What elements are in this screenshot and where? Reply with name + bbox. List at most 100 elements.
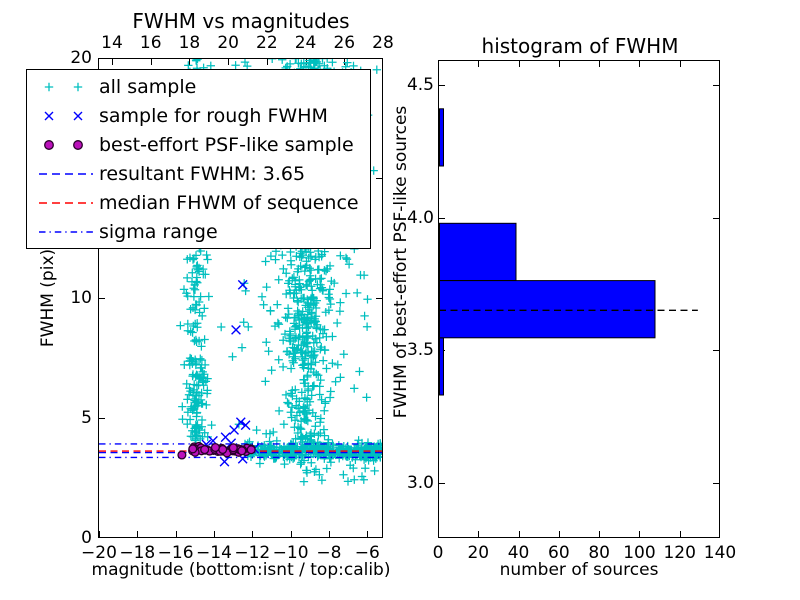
tick-mark (266, 59, 268, 65)
tick-mark (518, 531, 520, 537)
tick-mark (478, 61, 480, 67)
x-tick-label: 20 (467, 543, 490, 563)
tick-mark (439, 217, 445, 219)
tick-mark (99, 418, 105, 419)
legend-entry: best-effort PSF-like sample (27, 130, 370, 159)
tick-mark (713, 217, 719, 219)
legend: all sample sample for rough FWHM best-effo… (26, 69, 371, 249)
tick-mark (252, 531, 254, 537)
legend-label: resultant FWHM: 3.65 (99, 162, 306, 185)
tick-mark (558, 61, 560, 67)
top-tick-label: 18 (178, 33, 201, 53)
top-tick-label: 16 (139, 33, 162, 53)
legend-label: all sample (99, 75, 197, 98)
tick-mark (99, 531, 100, 537)
tick-mark (713, 482, 719, 484)
tick-mark (639, 531, 641, 537)
x-tick-label: 140 (703, 543, 737, 563)
x-tick-label: 0 (432, 543, 444, 563)
x-tick-label: −6 (354, 543, 380, 563)
tick-mark (367, 531, 369, 537)
scatter-psf-like-sample (177, 441, 256, 460)
x-tick-label: 100 (623, 543, 656, 563)
tick-mark (478, 531, 480, 537)
legend-marker-dashed-line (39, 172, 93, 175)
x-tick-label: −10 (272, 543, 309, 563)
top-tick-label: 24 (294, 33, 317, 53)
tick-mark (376, 418, 382, 419)
legend-label: sigma range (99, 220, 218, 243)
x-tick-label: −18 (119, 543, 156, 563)
tick-mark (639, 61, 641, 67)
legend-entry: all sample (27, 72, 370, 101)
legend-marker-plus (44, 82, 83, 91)
histogram-bar (439, 280, 656, 339)
top-tick-label: 28 (372, 33, 394, 53)
legend-marker-x (44, 111, 83, 120)
y-tick-label: 3.0 (406, 472, 434, 493)
legend-entry: median FHWM of sequence (27, 188, 370, 217)
tick-mark (679, 531, 681, 537)
tick-mark (150, 59, 152, 65)
tick-mark (679, 61, 681, 67)
tick-mark (99, 298, 105, 299)
legend-marker-circle (44, 139, 83, 150)
histogram-bar (439, 337, 444, 396)
right-plot-xlabel: number of sources (499, 560, 659, 580)
tick-mark (376, 178, 382, 179)
left-plot-title: FWHM vs magnitudes (132, 9, 350, 33)
x-tick-label: −12 (234, 543, 271, 563)
x-tick-label: −16 (157, 543, 194, 563)
tick-mark (439, 85, 445, 86)
legend-marker-dashed-line (39, 201, 93, 204)
right-plot-title: histogram of FWHM (481, 34, 679, 58)
tick-mark (175, 531, 177, 537)
tick-mark (713, 350, 719, 351)
legend-marker-dashdot-line (39, 230, 93, 233)
y-tick-label: 10 (70, 288, 92, 308)
x-tick-label: −8 (316, 543, 342, 563)
tick-mark (328, 531, 330, 537)
y-tick-label: 3.5 (406, 340, 434, 360)
tick-mark (137, 531, 139, 537)
y-tick-label: 4.5 (406, 75, 434, 95)
right-plot-area (438, 60, 720, 538)
left-plot-ylabel: FWHM (pix) (38, 248, 58, 348)
right-plot-ylabel: FWHM of best-effort PSF-like sources (391, 105, 411, 419)
histogram-svg (439, 108, 698, 396)
x-tick-label: 40 (507, 543, 530, 563)
legend-label: best-effort PSF-like sample (99, 133, 354, 156)
scatter-plot-svg (99, 59, 382, 486)
legend-entry: sample for rough FWHM (27, 101, 370, 130)
left-plot-xlabel: magnitude (bottom:isnt / top:calib) (91, 560, 391, 580)
y-tick-label: 0 (81, 528, 92, 548)
tick-mark (213, 531, 215, 537)
histogram-bar (439, 108, 444, 167)
legend-entry: sigma range (27, 217, 370, 246)
y-tick-label: 4.0 (406, 207, 434, 228)
top-tick-label: 14 (101, 33, 123, 53)
y-tick-label: 20 (70, 48, 92, 68)
legend-label: median FHWM of sequence (99, 191, 359, 214)
y-tick-label: 5 (81, 408, 92, 428)
left-plot-area (98, 58, 383, 538)
tick-mark (713, 85, 719, 86)
tick-mark (439, 482, 445, 484)
tick-mark (228, 59, 230, 65)
top-tick-label: 22 (256, 33, 278, 53)
x-tick-label: −14 (196, 543, 232, 563)
top-tick-label: 20 (217, 33, 239, 53)
tick-mark (558, 531, 560, 537)
top-tick-label: 26 (333, 33, 356, 53)
tick-mark (599, 531, 601, 537)
legend-label: sample for rough FWHM (99, 104, 328, 127)
tick-mark (290, 531, 292, 537)
tick-mark (189, 59, 191, 65)
tick-mark (112, 59, 113, 65)
x-tick-label: −20 (81, 543, 117, 563)
tick-mark (518, 61, 520, 67)
tick-mark (599, 61, 601, 67)
scatter-rough-fwhm-sample (201, 279, 260, 467)
x-tick-label: 120 (663, 543, 696, 563)
legend-entry: resultant FWHM: 3.65 (27, 159, 370, 188)
